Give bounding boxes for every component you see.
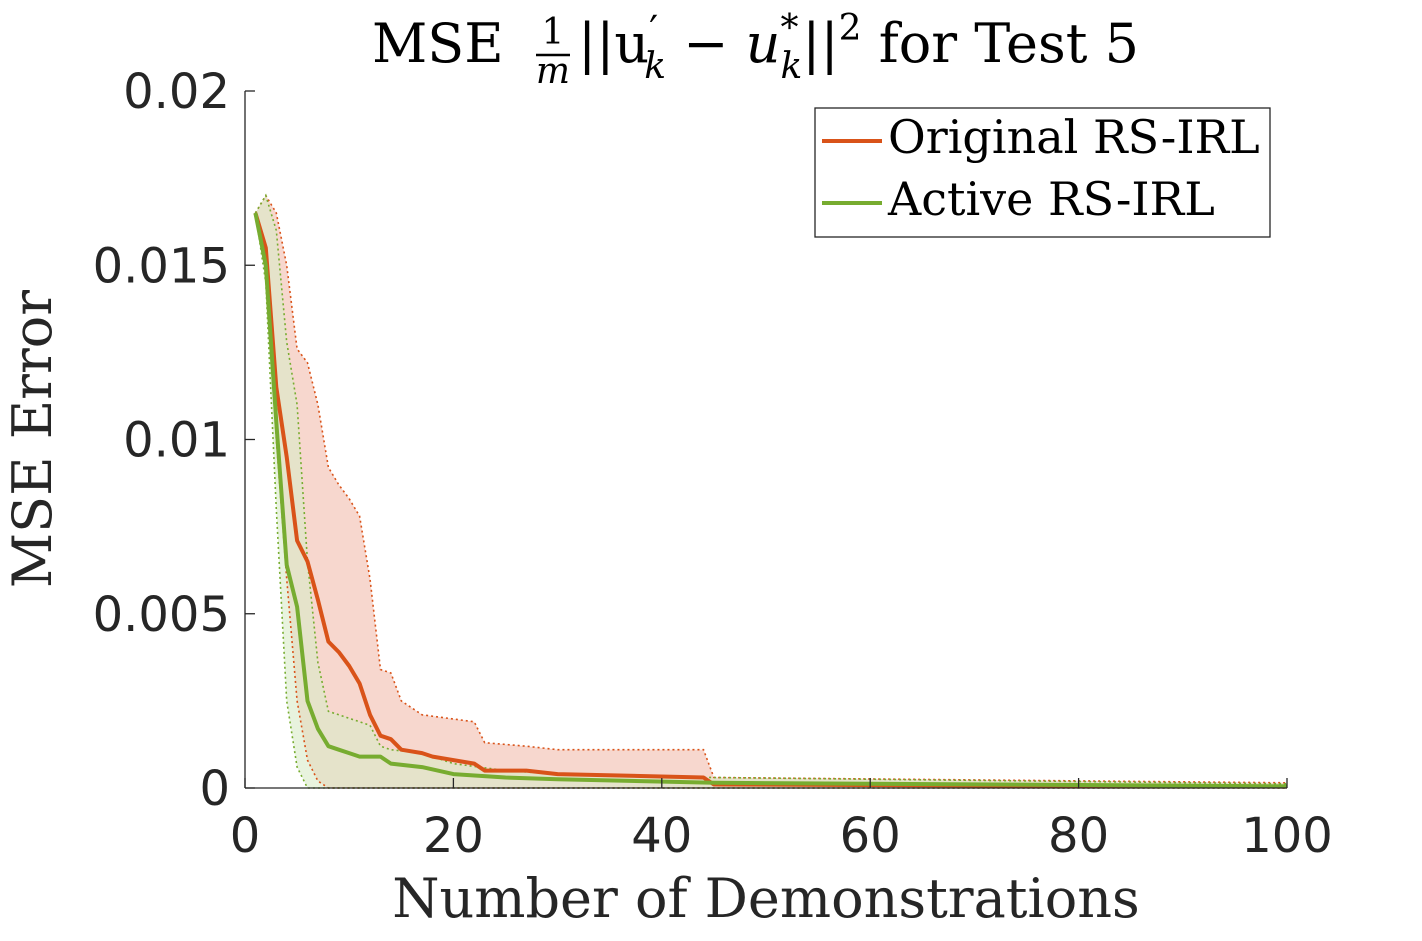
y-tick-label: 0.02 xyxy=(123,64,230,120)
title-expr-a-prime: ′ xyxy=(649,8,658,54)
band-active xyxy=(255,195,1287,788)
upper-bound-original xyxy=(254,193,1288,784)
y-axis-label: MSE Error xyxy=(1,290,64,588)
y-ticks: 0 0.005 0.01 0.015 0.02 xyxy=(93,64,255,817)
plot-area xyxy=(253,193,1288,789)
x-ticks: 0 20 40 60 80 100 xyxy=(230,778,1333,864)
title-expr-close-sup: 2 xyxy=(839,8,862,49)
title-expr-a-sub: k xyxy=(644,46,666,87)
x-tick-label: 0 xyxy=(230,808,261,864)
title-prefix: MSE xyxy=(372,12,504,75)
svg-text:||u′k − u*k||2 for Test 5: ||u′ k − u* k||2 for Test 5 xyxy=(578,8,1139,87)
legend-label-original: Original RS-IRL xyxy=(888,110,1260,164)
title-suffix: for Test 5 xyxy=(862,12,1139,75)
lower-bound-active xyxy=(254,212,1287,789)
series-line-active xyxy=(253,212,1288,789)
x-tick-label: 100 xyxy=(1241,808,1333,864)
series-line-original xyxy=(253,212,1288,789)
title-frac-den: m xyxy=(536,51,570,92)
legend-label-active: Active RS-IRL xyxy=(887,172,1215,226)
x-tick-label: 80 xyxy=(1048,808,1109,864)
y-tick-label: 0 xyxy=(199,761,230,817)
upper-bound-active xyxy=(254,193,1288,785)
legend: Original RS-IRL Active RS-IRL xyxy=(814,107,1271,238)
title-expr-b-sub: k xyxy=(780,46,802,87)
svg-text:MSE: MSE xyxy=(372,12,504,75)
x-tick-label: 20 xyxy=(423,808,484,864)
y-tick-label: 0.015 xyxy=(93,238,230,294)
y-tick-label: 0.01 xyxy=(123,413,230,469)
lower-bound-original xyxy=(254,212,1287,789)
chart-title: MSE 1 m ||u′ k − u* k||2 for Test 5 xyxy=(372,8,1139,92)
y-tick-label: 0.005 xyxy=(93,587,230,643)
title-expr-b-sup: * xyxy=(780,8,798,49)
x-axis-label: Number of Demonstrations xyxy=(392,867,1140,930)
title-expr-minus: − xyxy=(666,12,746,75)
band-original xyxy=(255,195,1287,788)
title-expr-b: u xyxy=(746,12,781,75)
title-expr-close: || xyxy=(802,12,838,75)
x-tick-label: 60 xyxy=(840,808,901,864)
title-frac-num: 1 xyxy=(542,12,565,53)
x-tick-label: 40 xyxy=(631,808,692,864)
title-expr-a: ||u xyxy=(578,12,649,75)
legend-box xyxy=(814,107,1271,238)
